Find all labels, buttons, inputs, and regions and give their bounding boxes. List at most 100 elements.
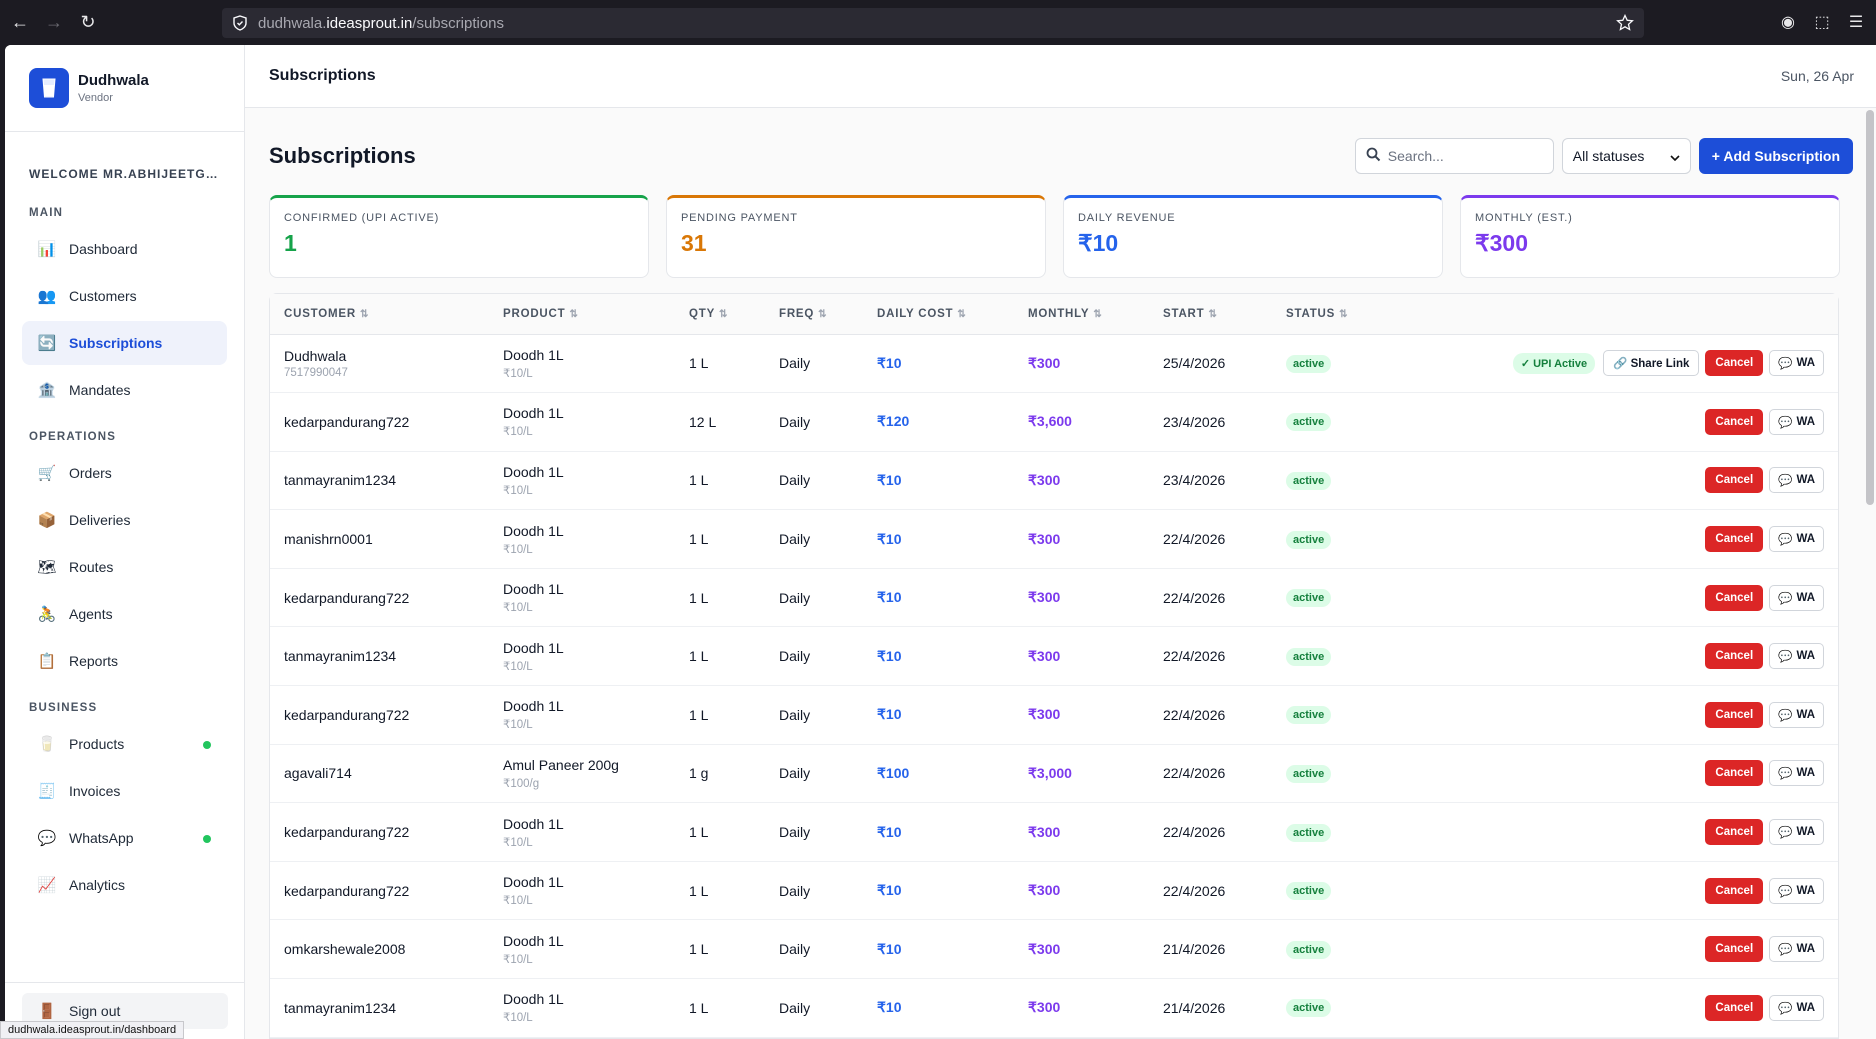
table-row[interactable]: tanmayranim1234 Doodh 1L ₹10/L 1 L Daily ₹10 ₹…: [270, 451, 1838, 511]
sort-icon: ⇅: [1339, 308, 1349, 320]
row-actions: Cancel 💬 WA: [1416, 526, 1838, 553]
cancel-button[interactable]: Cancel: [1705, 994, 1764, 1021]
extensions-icon[interactable]: ⬚: [1814, 14, 1830, 31]
scrollbar[interactable]: [1866, 110, 1874, 505]
whatsapp-button[interactable]: 💬 WA: [1769, 643, 1824, 670]
package-icon: 📦: [37, 512, 57, 529]
sidebar-item-invoices[interactable]: 🧾 Invoices: [22, 769, 227, 813]
whatsapp-button[interactable]: 💬 WA: [1769, 701, 1824, 728]
account-icon[interactable]: ◉: [1781, 14, 1795, 31]
whatsapp-button[interactable]: 💬 WA: [1769, 526, 1824, 553]
column-header-product[interactable]: PRODUCT ⇅: [489, 294, 675, 335]
table-row[interactable]: tanmayranim1234 Doodh 1L ₹10/L 1 L Daily ₹10 ₹…: [270, 978, 1838, 1038]
table-row[interactable]: kedarpandurang722 Doodh 1L ₹10/L 1 L Daily ₹1…: [270, 568, 1838, 628]
table-row[interactable]: omkarshewale2008 Doodh 1L ₹10/L 1 L Daily ₹10…: [270, 919, 1838, 980]
status-dot: [203, 835, 211, 843]
sidebar-item-agents[interactable]: 🚴 Agents: [22, 592, 227, 636]
search-box[interactable]: [1354, 137, 1554, 174]
sidebar-item-whatsapp[interactable]: 💬 WhatsApp: [22, 816, 227, 860]
sidebar-item-orders[interactable]: 🛒 Orders: [22, 451, 227, 495]
cell-freq: Daily: [765, 744, 863, 804]
customer-name[interactable]: tanmayranim1234: [284, 472, 397, 489]
table-row[interactable]: tanmayranim1234 Doodh 1L ₹10/L 1 L Daily ₹10 ₹…: [270, 626, 1838, 687]
column-header-customer[interactable]: CUSTOMER ⇅: [270, 294, 489, 335]
table-row[interactable]: kedarpandurang722 Doodh 1L ₹10/L 1 L Daily ₹1…: [270, 802, 1838, 862]
whatsapp-button[interactable]: 💬 WA: [1769, 350, 1824, 377]
whatsapp-button[interactable]: 💬 WA: [1769, 819, 1824, 846]
customer-name[interactable]: kedarpandurang722: [284, 824, 410, 841]
cancel-button[interactable]: Cancel: [1705, 467, 1764, 494]
whatsapp-button[interactable]: 💬 WA: [1769, 584, 1824, 611]
column-header-freq[interactable]: FREQ ⇅: [765, 294, 863, 335]
cancel-button[interactable]: Cancel: [1705, 408, 1764, 435]
customer-name[interactable]: Dudhwala: [284, 347, 347, 364]
table-row[interactable]: Dudhwala 7517990047 Doodh 1L ₹10/L 1 L Daily ₹…: [270, 334, 1838, 394]
whatsapp-button[interactable]: 💬 WA: [1769, 467, 1824, 494]
customer-name[interactable]: kedarpandurang722: [284, 413, 410, 430]
whatsapp-button[interactable]: 💬 WA: [1769, 936, 1824, 963]
customer-phone: 7517990047: [284, 366, 348, 379]
sidebar-item-deliveries[interactable]: 📦 Deliveries: [22, 498, 227, 542]
customer-name[interactable]: tanmayranim1234: [284, 999, 397, 1016]
table-row[interactable]: manishrn0001 Doodh 1L ₹10/L 1 L Daily ₹10 ₹300…: [270, 509, 1838, 569]
sidebar-item-mandates[interactable]: 🏦 Mandates: [22, 368, 227, 412]
cancel-button[interactable]: Cancel: [1705, 819, 1764, 846]
cancel-button[interactable]: Cancel: [1705, 877, 1764, 904]
brand: Dudhwala Vendor: [5, 45, 244, 132]
cancel-button[interactable]: Cancel: [1705, 760, 1764, 787]
search-input[interactable]: [1387, 147, 1538, 164]
cancel-button[interactable]: Cancel: [1705, 936, 1764, 963]
reload-icon[interactable]: ↻: [80, 12, 96, 32]
cancel-button[interactable]: Cancel: [1705, 526, 1764, 553]
cancel-button[interactable]: Cancel: [1705, 584, 1764, 611]
customer-name[interactable]: manishrn0001: [284, 531, 373, 548]
whatsapp-button[interactable]: 💬 WA: [1769, 760, 1824, 787]
add-subscription-button[interactable]: + Add Subscription: [1698, 137, 1853, 174]
bookmark-star-icon[interactable]: [1616, 14, 1634, 32]
sidebar-item-customers[interactable]: 👥 Customers: [22, 274, 227, 318]
chat-bubble-icon: 💬: [1778, 534, 1793, 547]
column-header-start[interactable]: START ⇅: [1149, 294, 1272, 335]
sidebar-item-routes[interactable]: 🗺 Routes: [22, 545, 227, 589]
share-link-button[interactable]: 🔗 Share Link: [1603, 350, 1700, 377]
column-header-daily-cost[interactable]: DAILY COST ⇅: [863, 294, 1014, 335]
status-badge: active: [1286, 999, 1332, 1018]
cell-product: Doodh 1L ₹10/L: [489, 451, 675, 511]
whatsapp-button[interactable]: 💬 WA: [1769, 877, 1824, 904]
back-icon[interactable]: ←: [11, 12, 29, 32]
table-row[interactable]: agavali714 Amul Paneer 200g ₹100/g 1 g Daily…: [270, 744, 1838, 804]
cancel-button[interactable]: Cancel: [1705, 643, 1764, 670]
table-row[interactable]: kedarpandurang722 Doodh 1L ₹10/L 1 L Daily ₹1…: [270, 861, 1838, 921]
customer-name[interactable]: agavali714: [284, 765, 352, 782]
cancel-button[interactable]: Cancel: [1705, 701, 1764, 728]
cell-actions: Cancel 💬 WA: [1402, 802, 1838, 862]
customer-name[interactable]: kedarpandurang722: [284, 882, 410, 899]
cell-status: active: [1272, 861, 1402, 921]
table-row[interactable]: kedarpandurang722 Doodh 1L ₹10/L 1 L Daily ₹1…: [270, 685, 1838, 745]
url-bar[interactable]: dudhwala. ideasprout.in/subscriptions: [222, 8, 1644, 38]
customer-name[interactable]: kedarpandurang722: [284, 706, 410, 723]
column-header-monthly[interactable]: MONTHLY ⇅: [1014, 294, 1149, 335]
cell-daily-cost: ₹10: [863, 861, 1014, 921]
sidebar-item-products[interactable]: 🥛 Products: [22, 722, 227, 766]
customer-name[interactable]: omkarshewale2008: [284, 941, 406, 958]
cancel-button[interactable]: Cancel: [1705, 350, 1764, 377]
stats-cards: CONFIRMED (UPI ACTIVE) 1 PENDING PAYMENT 31…: [269, 195, 1852, 278]
sidebar-item-dashboard[interactable]: 📊 Dashboard: [22, 227, 227, 271]
whatsapp-button[interactable]: 💬 WA: [1769, 408, 1824, 435]
status-filter-select[interactable]: All statuses: [1561, 137, 1691, 174]
customer-name[interactable]: tanmayranim1234: [284, 648, 397, 665]
sidebar-item-analytics[interactable]: 📈 Analytics: [22, 863, 227, 907]
column-header-qty[interactable]: QTY ⇅: [675, 294, 765, 335]
customer-name[interactable]: kedarpandurang722: [284, 589, 410, 606]
table-row[interactable]: kedarpandurang722 Doodh 1L ₹10/L 12 L Daily ₹…: [270, 392, 1838, 452]
column-header-status[interactable]: STATUS ⇅: [1272, 294, 1402, 335]
sidebar-item-subscriptions[interactable]: 🔄 Subscriptions: [22, 321, 227, 365]
cell-actions: Cancel 💬 WA: [1402, 392, 1838, 452]
whatsapp-button[interactable]: 💬 WA: [1769, 994, 1824, 1021]
sidebar-item-reports[interactable]: 📋 Reports: [22, 639, 227, 683]
menu-icon[interactable]: ☰: [1848, 14, 1864, 31]
chat-bubble-icon: 💬: [1778, 1002, 1793, 1015]
forward-icon[interactable]: →: [45, 12, 63, 32]
cell-actions: Cancel 💬 WA: [1402, 568, 1838, 628]
